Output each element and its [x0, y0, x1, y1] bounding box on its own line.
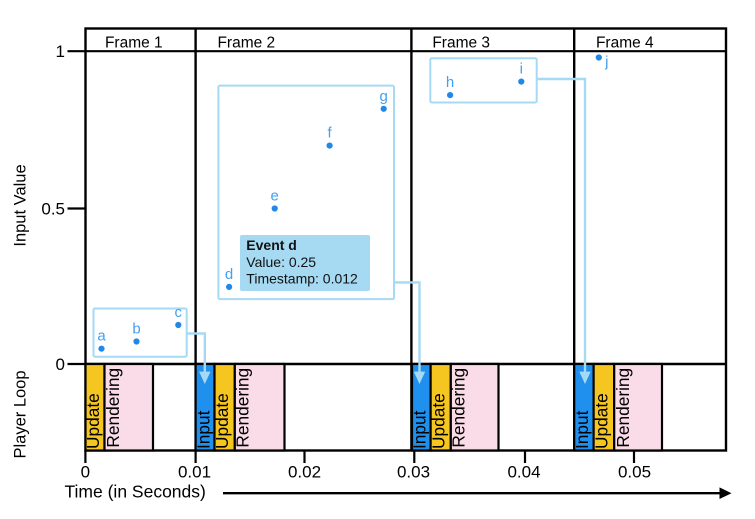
svg-text:Frame 3: Frame 3	[432, 34, 490, 51]
svg-text:h: h	[446, 74, 454, 91]
svg-text:a: a	[97, 328, 106, 345]
svg-text:Event d: Event d	[246, 237, 297, 253]
svg-text:0.02: 0.02	[288, 462, 321, 481]
svg-text:i: i	[520, 61, 523, 78]
svg-text:Input: Input	[193, 410, 213, 449]
svg-text:Input: Input	[410, 410, 430, 449]
svg-text:Frame 1: Frame 1	[105, 34, 163, 51]
svg-text:e: e	[271, 188, 279, 205]
svg-text:b: b	[132, 321, 140, 338]
svg-text:0: 0	[56, 355, 65, 374]
svg-text:f: f	[328, 125, 333, 142]
svg-text:Frame 2: Frame 2	[217, 34, 275, 51]
svg-text:1: 1	[56, 42, 65, 61]
svg-text:Rendering: Rendering	[613, 368, 633, 448]
svg-text:Input: Input	[572, 410, 592, 449]
svg-text:Update: Update	[83, 393, 103, 449]
svg-text:Update: Update	[591, 393, 611, 449]
svg-text:0: 0	[81, 462, 90, 481]
svg-text:Rendering: Rendering	[449, 368, 469, 448]
svg-text:Timestamp: 0.012: Timestamp: 0.012	[246, 271, 358, 287]
svg-text:Value: 0.25: Value: 0.25	[246, 254, 316, 270]
svg-text:0.04: 0.04	[507, 462, 540, 481]
svg-text:Rendering: Rendering	[233, 368, 253, 448]
svg-text:d: d	[225, 266, 233, 283]
svg-text:Update: Update	[212, 393, 232, 449]
svg-text:0.03: 0.03	[397, 462, 430, 481]
svg-text:Player Loop: Player Loop	[11, 370, 29, 458]
svg-text:0.05: 0.05	[618, 462, 651, 481]
svg-text:Update: Update	[428, 393, 448, 449]
svg-text:g: g	[380, 88, 388, 105]
svg-text:0.01: 0.01	[178, 462, 211, 481]
svg-text:0.5: 0.5	[41, 200, 65, 219]
svg-text:Time (in Seconds): Time (in Seconds)	[65, 482, 206, 502]
svg-text:j: j	[604, 54, 608, 71]
svg-text:Frame 4: Frame 4	[596, 34, 654, 51]
svg-text:Input Value: Input Value	[11, 164, 29, 246]
svg-text:c: c	[175, 304, 183, 321]
svg-text:Rendering: Rendering	[103, 368, 123, 448]
